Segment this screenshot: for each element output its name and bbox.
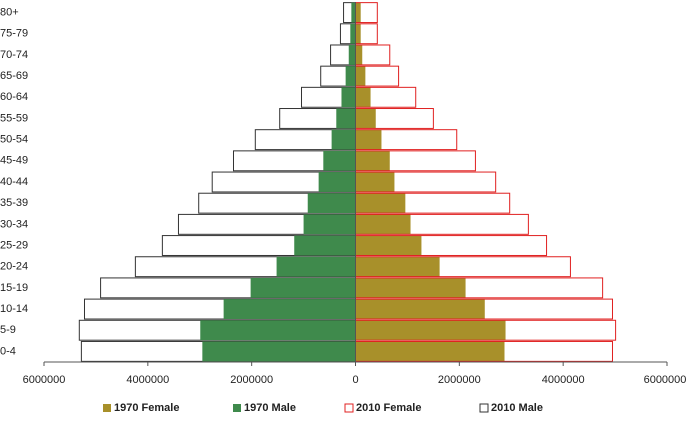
- bar: [351, 2, 356, 23]
- bar: [202, 341, 356, 362]
- x-tick-label: 4000000: [542, 374, 585, 386]
- y-tick-label: 10-14: [0, 303, 28, 315]
- bar: [355, 277, 466, 298]
- legend-swatch: [233, 404, 241, 412]
- bar: [355, 129, 382, 150]
- y-tick-label: 55-59: [0, 112, 28, 124]
- x-tick-label: 2000000: [230, 374, 273, 386]
- y-tick-label: 5-9: [0, 324, 16, 336]
- bar: [336, 108, 356, 129]
- bar: [355, 23, 361, 44]
- bar: [276, 256, 356, 277]
- bar: [323, 150, 356, 171]
- bar: [355, 214, 411, 235]
- x-tick-label: 4000000: [126, 374, 169, 386]
- y-tick-label: 45-49: [0, 155, 28, 167]
- x-tick-label: 2000000: [438, 374, 481, 386]
- bar: [355, 150, 390, 171]
- y-tick-label: 50-54: [0, 134, 28, 146]
- bar: [355, 44, 363, 65]
- legend-label: 1970 Male: [244, 402, 296, 414]
- y-tick-label: 0-4: [0, 345, 16, 357]
- legend-swatch: [479, 403, 489, 413]
- legend-label: 2010 Female: [356, 402, 421, 414]
- y-tick-label: 70-74: [0, 49, 28, 61]
- x-tick-label: 6000000: [23, 374, 66, 386]
- y-tick-label: 20-24: [0, 261, 28, 273]
- y-tick-label: 15-19: [0, 282, 28, 294]
- bar: [355, 108, 376, 129]
- legend-swatch: [344, 403, 354, 413]
- bar: [355, 87, 371, 108]
- bar: [294, 235, 356, 256]
- y-tick-label: 60-64: [0, 91, 28, 103]
- bar: [303, 214, 356, 235]
- bar: [355, 235, 422, 256]
- bar: [348, 44, 356, 65]
- bar: [355, 341, 505, 362]
- bar: [355, 172, 395, 192]
- bar: [331, 129, 356, 150]
- bar: [341, 87, 356, 108]
- y-tick-label: 80+: [0, 6, 19, 18]
- bar: [318, 172, 356, 192]
- x-tick-label: 6000000: [644, 374, 687, 386]
- bar: [355, 256, 440, 277]
- y-tick-label: 40-44: [0, 176, 28, 188]
- bar: [355, 320, 506, 341]
- x-tick-label: 0: [352, 374, 358, 386]
- y-tick-label: 25-29: [0, 239, 28, 251]
- bar: [200, 320, 356, 341]
- bar: [355, 193, 406, 214]
- bar: [223, 299, 356, 320]
- bar: [345, 66, 356, 87]
- bar: [355, 66, 366, 87]
- y-tick-label: 30-34: [0, 218, 28, 230]
- bar: [355, 2, 361, 23]
- bar: [355, 299, 485, 320]
- bar: [307, 193, 356, 214]
- bar: [250, 277, 356, 298]
- legend-label: 1970 Female: [114, 402, 179, 414]
- y-tick-label: 75-79: [0, 28, 28, 40]
- y-tick-label: 65-69: [0, 70, 28, 82]
- legend-swatch: [103, 404, 111, 412]
- bar: [350, 23, 356, 44]
- legend-label: 2010 Male: [491, 402, 543, 414]
- y-tick-label: 35-39: [0, 197, 28, 209]
